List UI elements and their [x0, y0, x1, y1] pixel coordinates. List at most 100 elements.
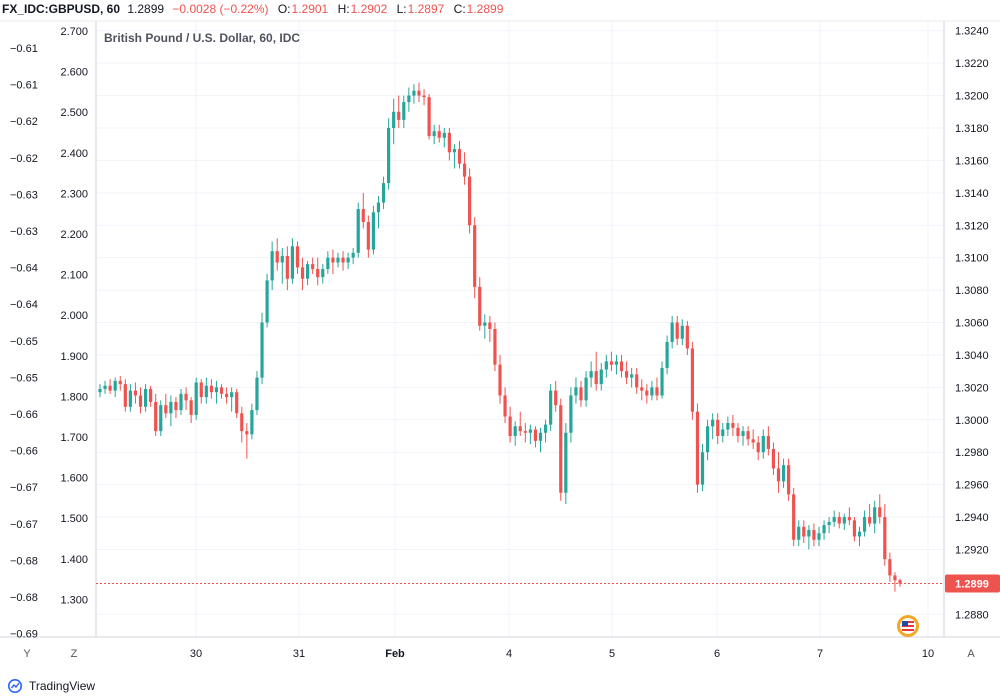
- candle: [204, 377, 208, 404]
- candle-body: [898, 580, 902, 584]
- candle: [705, 419, 710, 461]
- tradingview-logo-icon[interactable]: [8, 679, 26, 693]
- close-value: 1.2899: [466, 2, 504, 16]
- last-price-badge: [945, 574, 1000, 593]
- candle-body: [518, 426, 522, 432]
- price-axis[interactable]: 1.3240 1.3220 1.3200 1.3180 1.3160 1.3140 1.31…: [955, 26, 989, 622]
- price-tick-label: 1.3080: [955, 285, 989, 297]
- candle-body: [579, 387, 583, 401]
- left-outer-tick-label: −0.61: [10, 43, 38, 55]
- candle-body: [300, 267, 305, 279]
- candle-body: [402, 102, 406, 120]
- auto-scale-button[interactable]: A: [967, 648, 975, 660]
- candle-body: [736, 427, 740, 436]
- candle: [194, 377, 198, 420]
- candle: [478, 277, 482, 331]
- candle: [224, 387, 229, 404]
- candle-body: [295, 246, 300, 268]
- left-outer-tick-label: −0.68: [10, 555, 38, 567]
- candle: [549, 384, 553, 432]
- time-axis[interactable]: 30 31 Feb 4 5 6 7 10: [190, 648, 934, 660]
- candle: [847, 507, 851, 526]
- candle: [468, 168, 472, 234]
- candle: [873, 500, 877, 534]
- price-tick-label: 1.3200: [955, 91, 989, 103]
- candle: [761, 429, 765, 459]
- price-tick-label: 1.3060: [955, 318, 989, 330]
- candle-body: [331, 257, 335, 263]
- candle: [209, 379, 213, 399]
- candle-body: [680, 325, 684, 339]
- candle: [98, 384, 102, 398]
- candle: [483, 314, 487, 339]
- candle-body: [341, 257, 345, 263]
- candle-body: [224, 393, 229, 398]
- time-tick-label: Feb: [385, 648, 405, 660]
- candle-body: [154, 401, 158, 432]
- tradingview-brand[interactable]: TradingView: [29, 679, 96, 693]
- candle: [822, 520, 826, 540]
- candle: [559, 398, 563, 501]
- candle-body: [189, 400, 193, 415]
- left-outer-tick-label: −0.67: [10, 519, 38, 531]
- candle-body: [847, 517, 851, 521]
- candle-body: [407, 95, 411, 103]
- candle-body: [792, 494, 796, 540]
- left-tick-label: 2.100: [60, 270, 88, 282]
- candles: [98, 82, 902, 592]
- candle-body: [488, 322, 492, 329]
- candle: [584, 371, 588, 407]
- candle-body: [371, 212, 376, 250]
- candle-body: [761, 435, 765, 453]
- left-outer-tick-label: −0.66: [10, 409, 38, 421]
- candle-body: [346, 257, 350, 263]
- candle: [311, 257, 315, 274]
- left-tick-label: 2.200: [60, 229, 88, 241]
- candle: [235, 388, 239, 419]
- candle: [371, 205, 376, 255]
- left-outer-tick-label: −0.64: [10, 299, 38, 311]
- price-chart[interactable]: −0.61 −0.61 −0.62 −0.62 −0.63 −0.63 −0.64 −0.64…: [0, 0, 1000, 674]
- candle-body: [640, 387, 644, 391]
- flag-icon[interactable]: [897, 615, 919, 637]
- candle-body: [468, 176, 472, 226]
- log-scale-y-button[interactable]: Y: [23, 648, 31, 660]
- candle: [827, 517, 831, 534]
- candle: [164, 393, 168, 419]
- candle-body: [174, 401, 178, 411]
- candle-body: [604, 361, 608, 370]
- candle-body: [584, 377, 588, 401]
- zoom-z-button[interactable]: Z: [70, 648, 78, 660]
- left-outer-tick-label: −0.67: [10, 482, 38, 494]
- candle: [250, 403, 254, 440]
- candle: [650, 380, 654, 401]
- candle: [346, 252, 350, 270]
- left-tick-label: 1.500: [60, 513, 88, 525]
- price-tick-label: 1.3020: [955, 382, 989, 394]
- candle-body: [381, 183, 386, 203]
- candle: [138, 387, 143, 414]
- candle-body: [422, 95, 426, 98]
- candle-body: [169, 401, 173, 414]
- candle: [108, 379, 112, 394]
- candle-body: [457, 149, 462, 164]
- left-outer-tick-label: −0.62: [10, 153, 38, 165]
- time-tick-label: 30: [190, 648, 202, 660]
- candle: [417, 82, 421, 103]
- candle-body: [184, 393, 188, 401]
- footer: TradingView: [0, 674, 200, 696]
- candle-body: [179, 393, 183, 411]
- candle-body: [883, 517, 887, 560]
- candle: [128, 384, 132, 412]
- candle: [462, 152, 467, 185]
- candle: [169, 395, 173, 427]
- candle: [402, 95, 406, 128]
- candle-body: [538, 432, 543, 441]
- candle: [837, 512, 841, 529]
- candle-body: [483, 322, 487, 326]
- symbol-name[interactable]: FX_IDC:GBPUSD, 60: [2, 2, 121, 16]
- candle: [533, 426, 538, 448]
- candle: [883, 504, 887, 566]
- candle: [392, 98, 396, 145]
- candle: [154, 393, 158, 436]
